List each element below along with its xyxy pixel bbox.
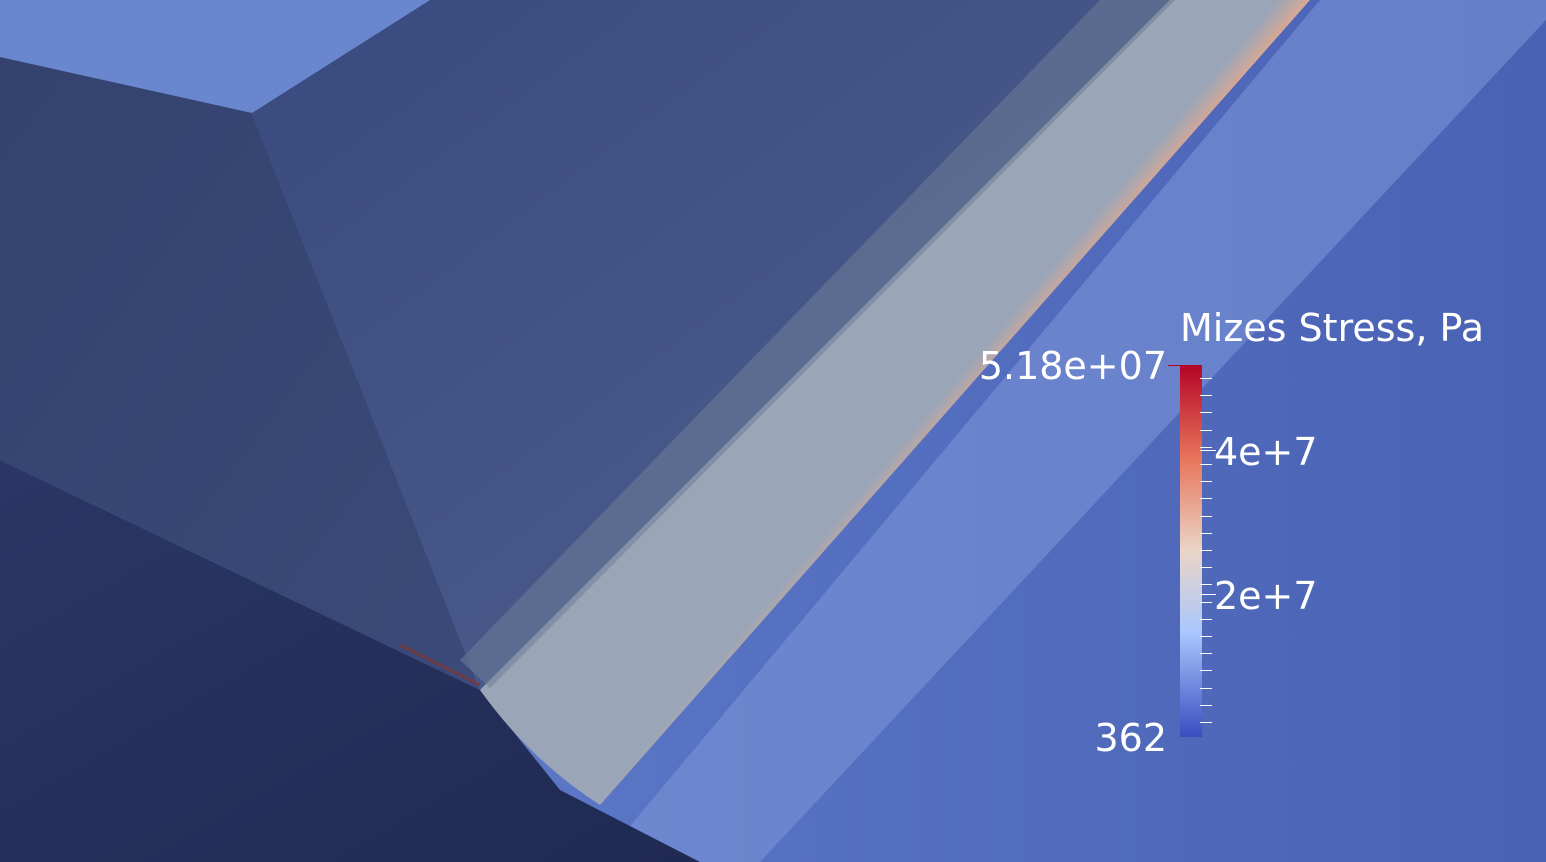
lower-face	[0, 460, 700, 862]
colorbar-tick	[1200, 688, 1212, 689]
colorbar-tick	[1200, 447, 1212, 448]
colorbar-tick	[1200, 550, 1212, 551]
legend-min-label: 362	[1094, 716, 1167, 760]
colorbar-tick	[1200, 412, 1212, 413]
colorbar-tick	[1200, 516, 1212, 517]
colorbar-major-tick	[1200, 594, 1216, 595]
colorbar-tick	[1200, 670, 1212, 671]
colorbar-major-tick	[1200, 450, 1216, 451]
colorbar-tick	[1200, 584, 1212, 585]
colorbar-tick	[1200, 653, 1212, 654]
colorbar-tick	[1200, 533, 1212, 534]
legend-title: Mizes Stress, Pa	[1180, 306, 1484, 350]
groove-crease	[399, 643, 481, 687]
colorbar-tick	[1200, 395, 1212, 396]
legend-tick-label: 4e+7	[1214, 430, 1318, 474]
colorbar-tick	[1200, 481, 1212, 482]
colorbar-tick	[1200, 378, 1212, 379]
top-face	[0, 0, 430, 113]
colorbar-tick	[1200, 464, 1212, 465]
stress-band	[480, 0, 1310, 805]
colorbar-tick	[1200, 705, 1212, 706]
band-upper-transition	[460, 0, 1175, 688]
colorbar-gradient	[1180, 365, 1202, 737]
colorbar	[1180, 365, 1202, 737]
colorbar-tick	[1200, 636, 1212, 637]
colorbar-tick	[1200, 602, 1212, 603]
legend-max-label: 5.18e+07	[978, 344, 1167, 388]
band-halo	[600, 0, 1546, 862]
colorbar-tick	[1200, 722, 1212, 723]
left-face	[0, 57, 480, 690]
colorbar-tick	[1200, 567, 1212, 568]
colorbar-max-marker	[1168, 365, 1182, 366]
legend-tick-label: 2e+7	[1214, 574, 1318, 618]
colorbar-tick	[1200, 619, 1212, 620]
colorbar-tick	[1200, 498, 1212, 499]
colorbar-tick	[1200, 430, 1212, 431]
